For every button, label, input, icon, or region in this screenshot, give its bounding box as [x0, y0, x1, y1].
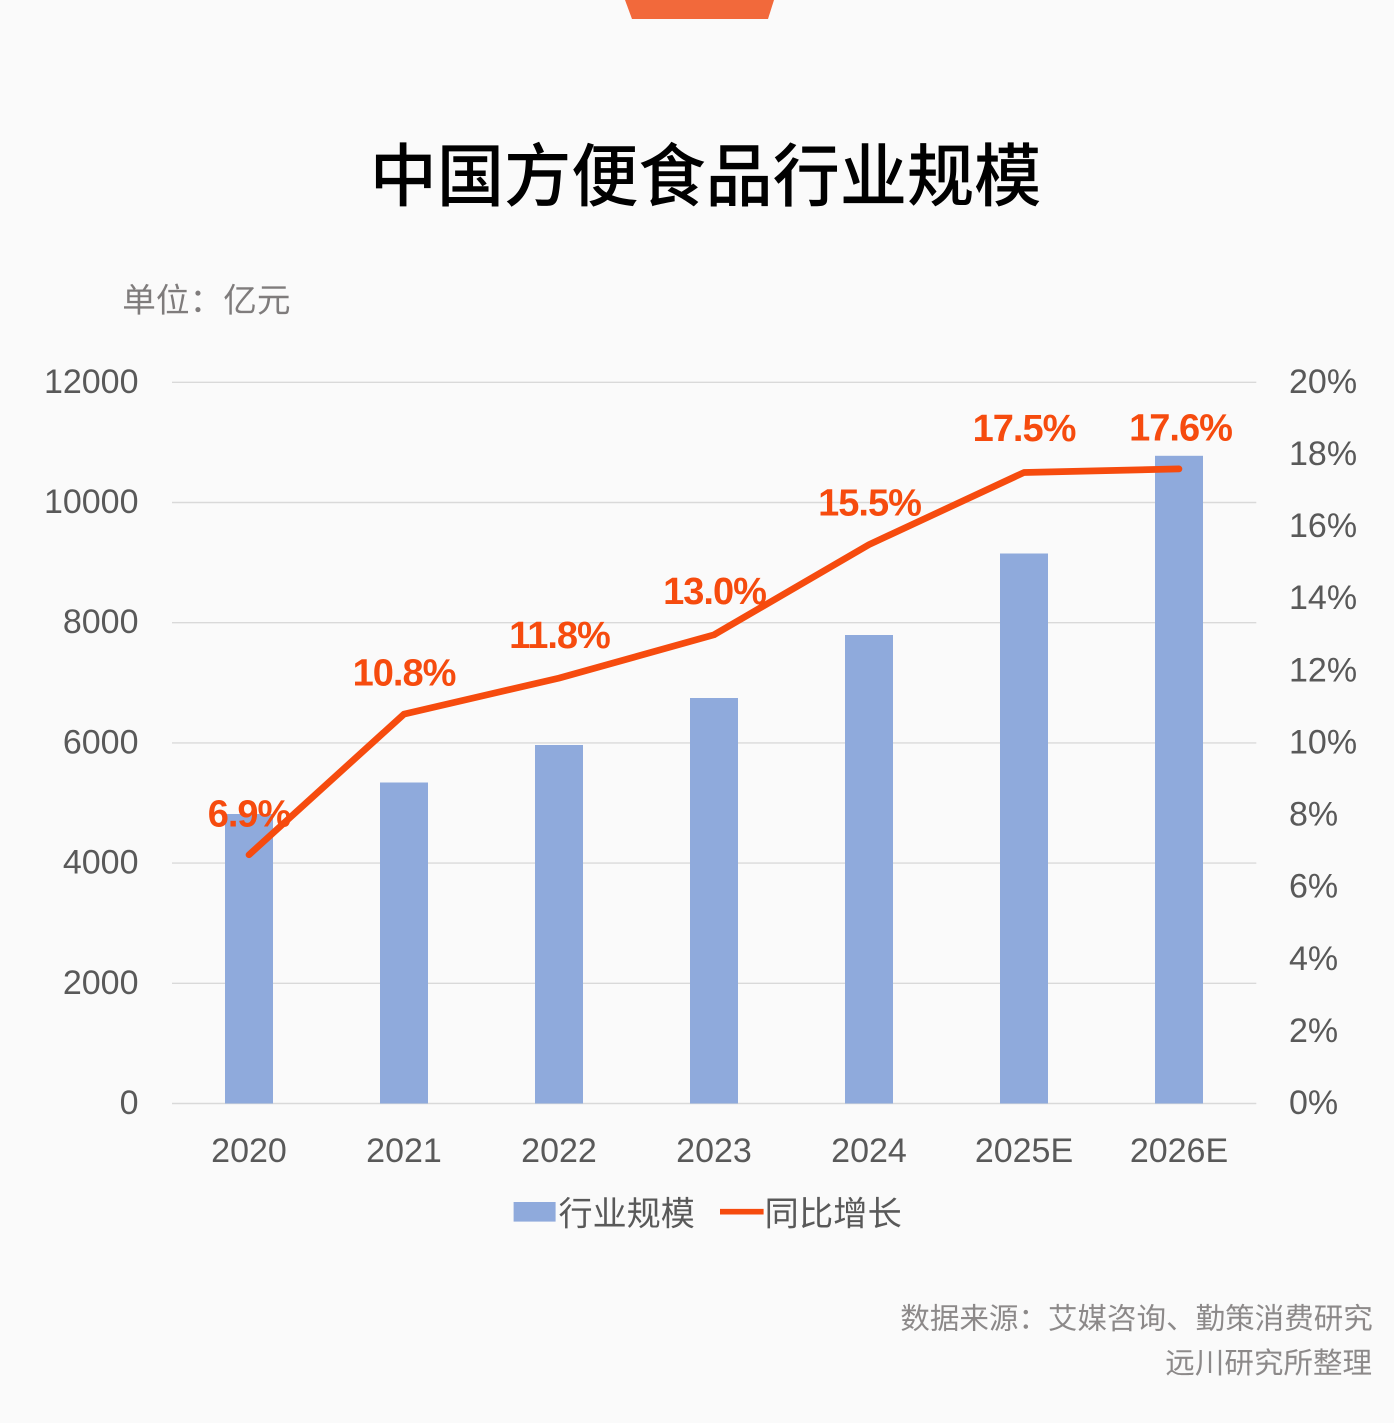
svg-text:18%: 18%	[1289, 435, 1357, 473]
svg-text:4000: 4000	[63, 844, 139, 882]
svg-text:10000: 10000	[44, 483, 139, 521]
svg-text:17.5%: 17.5%	[973, 408, 1076, 450]
svg-text:8000: 8000	[63, 603, 139, 641]
svg-text:6%: 6%	[1289, 868, 1338, 906]
svg-text:2024: 2024	[831, 1132, 907, 1170]
svg-text:2%: 2%	[1289, 1012, 1338, 1050]
svg-text:6000: 6000	[63, 723, 139, 761]
svg-text:20%: 20%	[1289, 363, 1357, 401]
svg-text:6.9%: 6.9%	[208, 794, 291, 836]
svg-text:4%: 4%	[1289, 940, 1338, 978]
svg-text:0%: 0%	[1289, 1084, 1338, 1122]
svg-text:13.0%: 13.0%	[663, 571, 766, 613]
svg-text:2022: 2022	[521, 1132, 597, 1170]
svg-text:10.8%: 10.8%	[353, 653, 456, 695]
svg-text:2021: 2021	[366, 1132, 442, 1170]
svg-text:16%: 16%	[1289, 507, 1357, 545]
svg-text:0: 0	[120, 1084, 139, 1122]
svg-text:12000: 12000	[44, 363, 139, 401]
svg-text:17.6%: 17.6%	[1129, 408, 1232, 450]
svg-text:10%: 10%	[1289, 723, 1357, 761]
svg-text:14%: 14%	[1289, 579, 1357, 617]
svg-text:8%: 8%	[1289, 796, 1338, 834]
svg-text:2000: 2000	[63, 964, 139, 1002]
svg-text:15.5%: 15.5%	[818, 483, 921, 525]
svg-text:2026E: 2026E	[1130, 1132, 1228, 1170]
svg-text:2023: 2023	[676, 1132, 752, 1170]
svg-text:2025E: 2025E	[975, 1132, 1073, 1170]
svg-text:2020: 2020	[211, 1132, 287, 1170]
svg-text:11.8%: 11.8%	[509, 615, 610, 657]
svg-text:12%: 12%	[1289, 651, 1357, 689]
